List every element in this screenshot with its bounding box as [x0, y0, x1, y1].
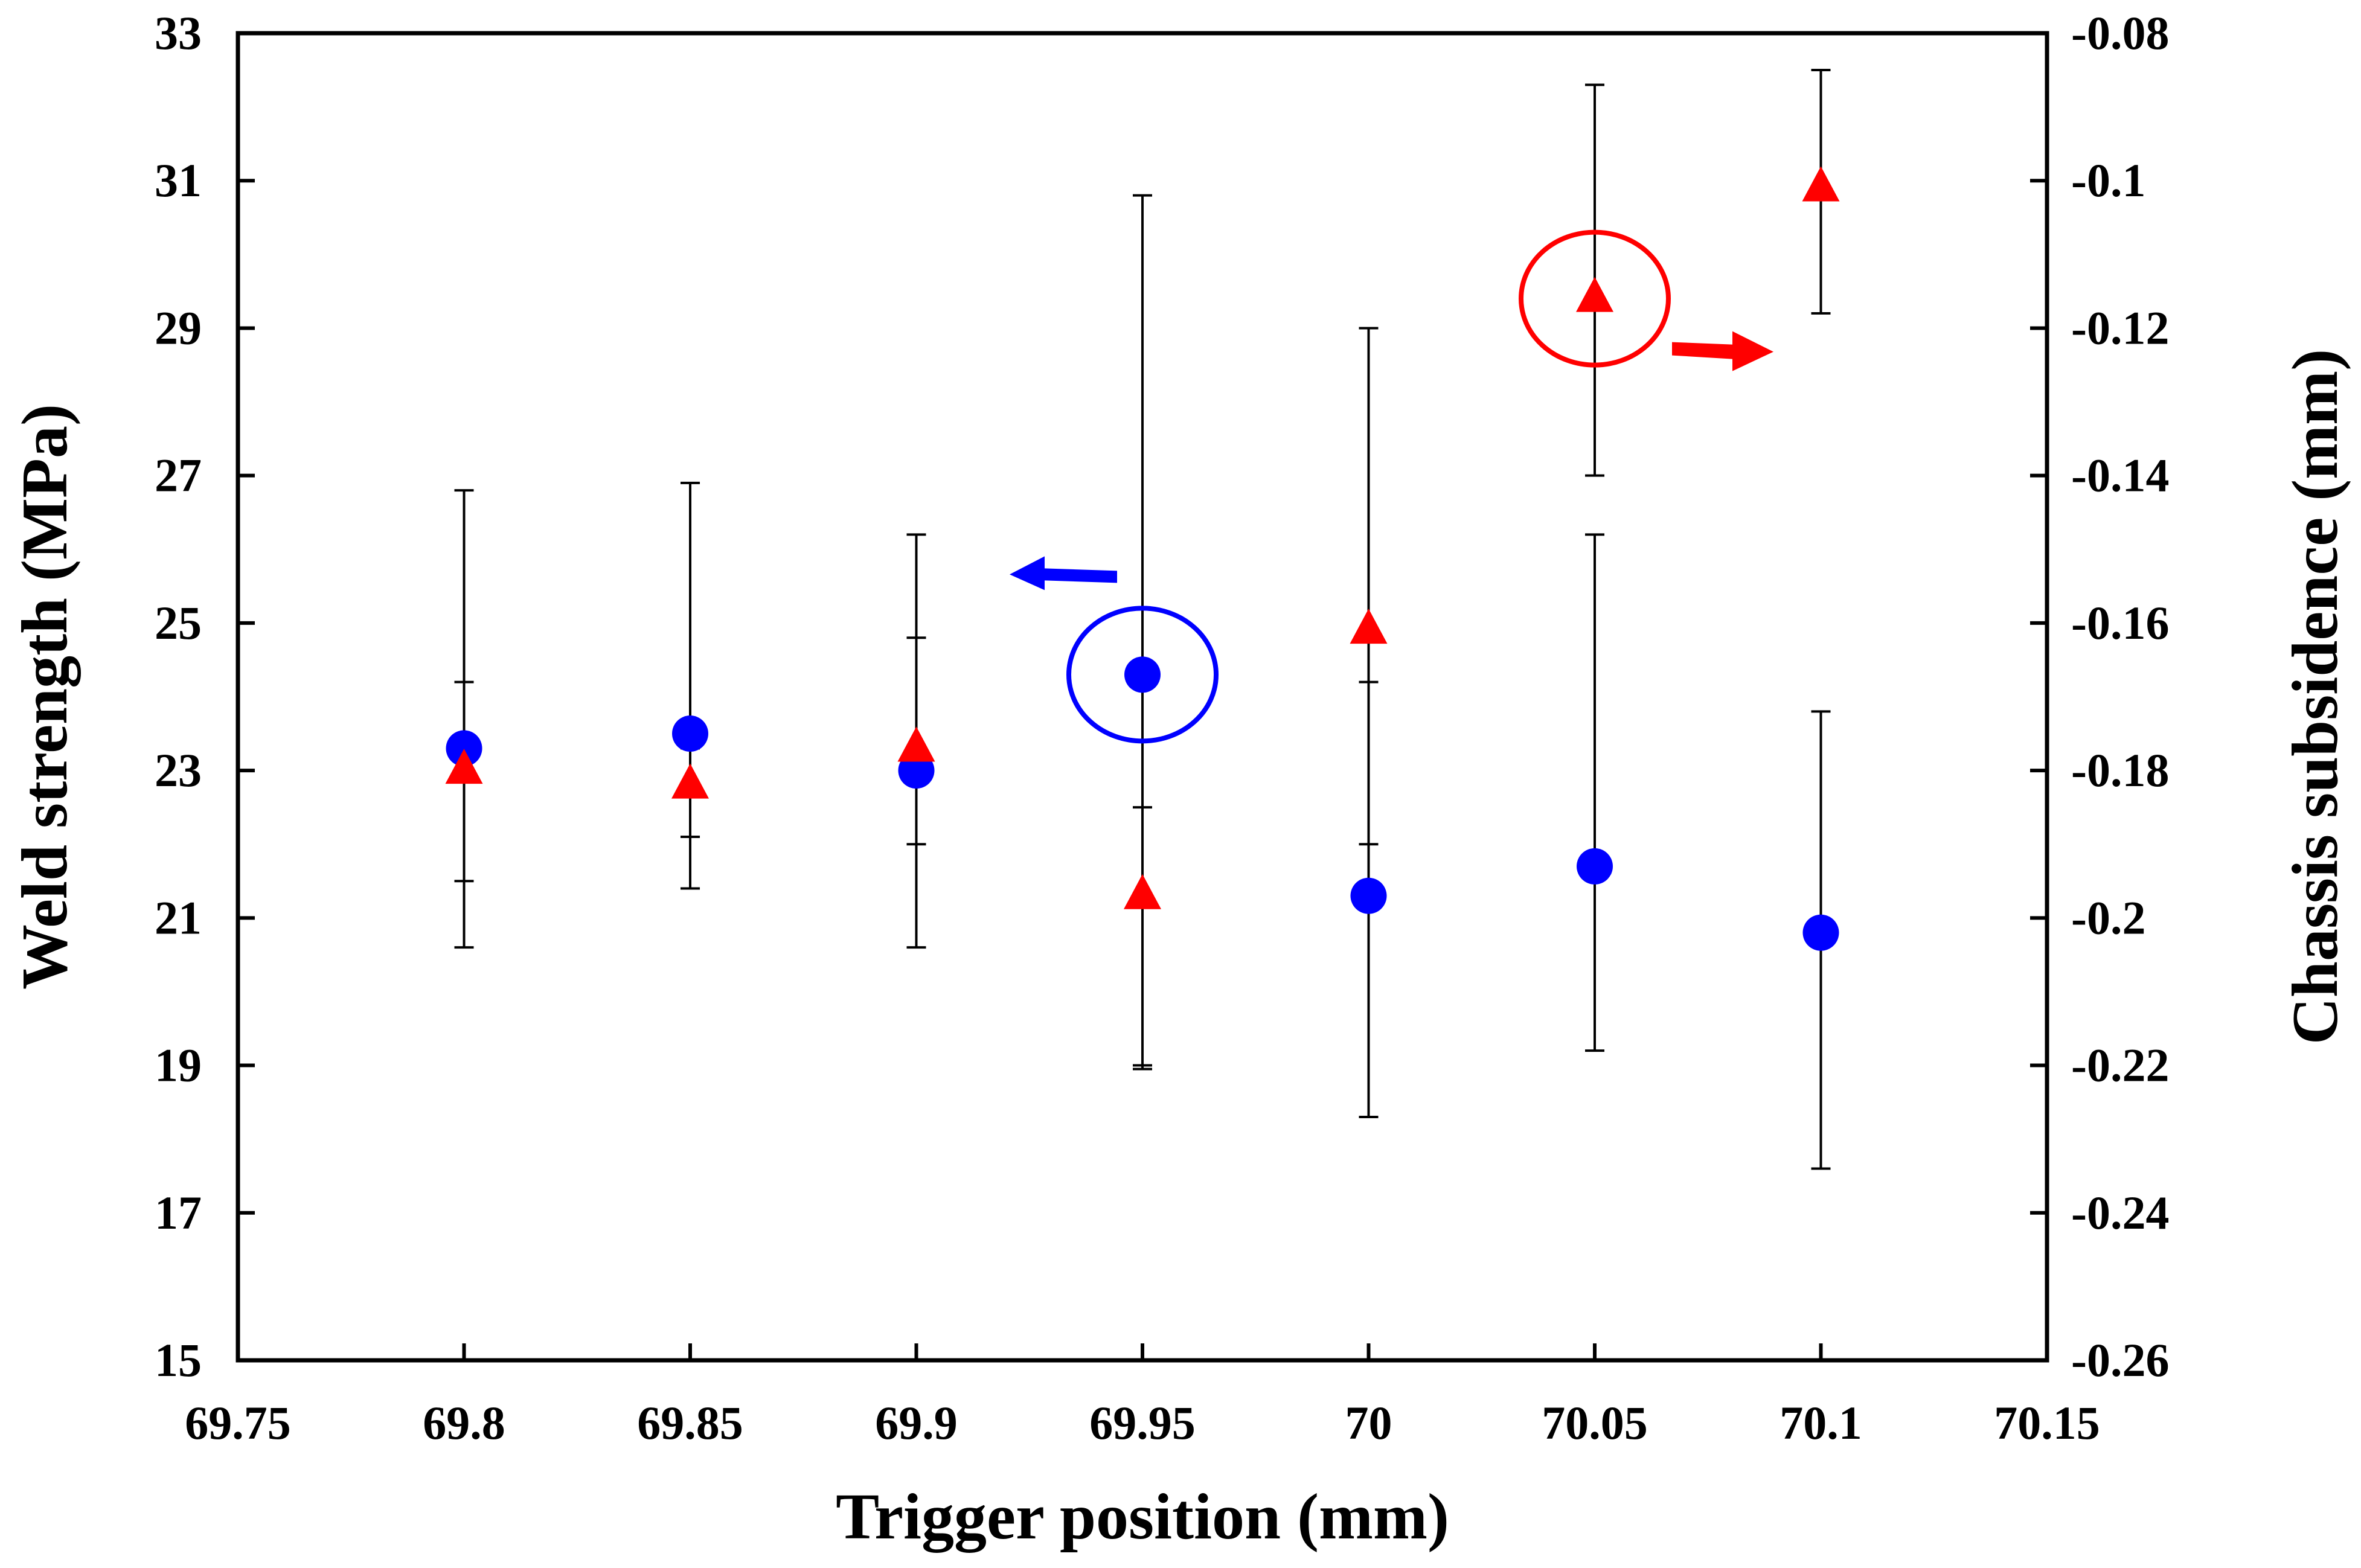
- subsidence-point: [445, 749, 483, 784]
- x-tick-label: 70.15: [1994, 1397, 2100, 1449]
- subsidence-point: [1350, 609, 1388, 644]
- y-right-tick-label: -0.18: [2071, 744, 2169, 796]
- y-right-tick-label: -0.2: [2071, 891, 2145, 944]
- blue-highlight-ellipse: [1066, 606, 1219, 744]
- x-tick-label: 69.9: [875, 1397, 958, 1449]
- weld-strength-point: [1577, 848, 1613, 885]
- tick-labels: 69.75 69.8 69.85 69.9 69.95 70 70.05 70.1 70.15 1…: [155, 7, 2169, 1449]
- annotations: [1010, 229, 1773, 744]
- arrow-right-icon: [1672, 331, 1773, 371]
- red-highlight-ellipse: [1519, 229, 1671, 368]
- data-markers: [445, 166, 1840, 951]
- x-tick-label: 69.75: [185, 1397, 291, 1449]
- weld-strength-point: [672, 715, 708, 752]
- weld-strength-point: [446, 730, 482, 767]
- y-left-tick-label: 15: [155, 1334, 202, 1386]
- subsidence-point: [897, 726, 935, 762]
- weld-strength-point: [1802, 914, 1839, 951]
- subsidence-point: [1124, 874, 1161, 909]
- error-bars: [454, 69, 1831, 1170]
- y-axis-right-title: Chassis subsidence (mm): [2279, 349, 2351, 1045]
- x-tick-label: 69.8: [423, 1397, 505, 1449]
- weld-strength-point: [1124, 656, 1161, 693]
- x-tick-label: 69.85: [637, 1397, 743, 1449]
- y-left-tick-label: 23: [155, 744, 202, 796]
- y-left-tick-label: 27: [155, 449, 202, 502]
- y-right-tick-label: -0.14: [2071, 449, 2169, 502]
- x-tick-label: 69.95: [1089, 1397, 1196, 1449]
- y-left-tick-label: 33: [155, 7, 202, 59]
- subsidence-point: [1802, 166, 1840, 202]
- x-axis-title: Trigger position (mm): [836, 1481, 1449, 1553]
- x-tick-label: 70.05: [1542, 1397, 1648, 1449]
- y-left-tick-label: 29: [155, 301, 202, 354]
- y-left-tick-label: 25: [155, 597, 202, 649]
- x-tick-label: 70: [1345, 1397, 1392, 1449]
- y-right-tick-label: -0.16: [2071, 597, 2169, 649]
- y-right-tick-label: -0.24: [2071, 1186, 2169, 1239]
- axis-ticks: [236, 31, 2049, 1362]
- y-left-tick-label: 31: [155, 154, 202, 206]
- weld-strength-point: [1350, 877, 1387, 914]
- y-right-tick-label: -0.12: [2071, 301, 2169, 354]
- y-left-tick-label: 19: [155, 1039, 202, 1092]
- subsidence-point: [1576, 277, 1613, 312]
- y-axis-left-title: Weld strength (MPa): [9, 404, 81, 990]
- subsidence-point: [671, 763, 709, 799]
- y-right-tick-label: -0.1: [2071, 154, 2145, 206]
- arrow-left-icon: [1010, 556, 1117, 590]
- y-right-tick-label: -0.08: [2071, 7, 2169, 59]
- y-right-tick-label: -0.26: [2071, 1334, 2169, 1386]
- y-right-tick-label: -0.22: [2071, 1039, 2169, 1092]
- y-left-tick-label: 17: [155, 1186, 202, 1239]
- x-tick-label: 70.1: [1780, 1397, 1862, 1449]
- y-left-tick-label: 21: [155, 891, 202, 944]
